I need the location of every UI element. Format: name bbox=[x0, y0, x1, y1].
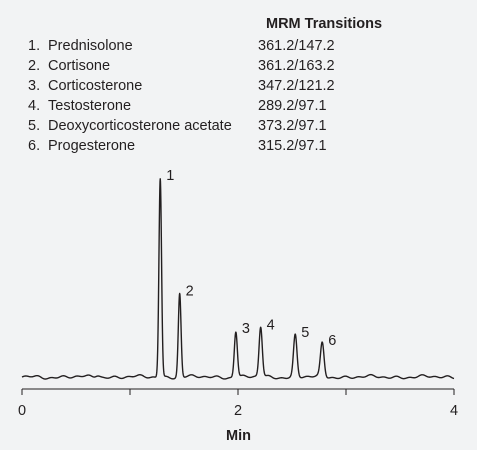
peak-label: 6 bbox=[328, 333, 336, 349]
chromatogram-trace bbox=[21, 178, 455, 380]
legend-mrm: 289.2/97.1 bbox=[258, 98, 327, 114]
peak-label: 3 bbox=[242, 321, 250, 337]
legend-row-4: 4. Testosterone 289.2/97.1 bbox=[28, 96, 448, 116]
x-tick-label: 2 bbox=[234, 403, 242, 419]
legend-compound: Cortisone bbox=[48, 58, 111, 74]
legend-row-5: 5. Deoxycorticosterone acetate 373.2/97.… bbox=[28, 116, 448, 136]
legend-mrm: 315.2/97.1 bbox=[258, 138, 327, 154]
legend-compound: Progesterone bbox=[48, 138, 136, 154]
legend-header: MRM Transitions bbox=[266, 16, 383, 32]
legend-number: 1. bbox=[28, 38, 41, 54]
legend-row-2: 2. Cortisone 361.2/163.2 bbox=[28, 56, 448, 76]
peak-label: 2 bbox=[186, 283, 194, 299]
legend-compound: Prednisolone bbox=[48, 38, 133, 54]
legend-compound: Corticosterone bbox=[48, 78, 143, 94]
x-tick-label: 4 bbox=[450, 403, 458, 419]
legend-row-6: 6. Progesterone 315.2/97.1 bbox=[28, 136, 448, 156]
legend-mrm: 361.2/163.2 bbox=[258, 58, 335, 74]
legend-compound: Deoxycorticosterone acetate bbox=[48, 118, 232, 134]
legend-mrm: 373.2/97.1 bbox=[258, 118, 327, 134]
legend-compound: Testosterone bbox=[48, 98, 132, 114]
legend: MRM Transitions 1. Prednisolone 361.2/14… bbox=[0, 0, 477, 160]
legend-row-1: 1. Prednisolone 361.2/147.2 bbox=[28, 36, 448, 56]
legend-mrm: 347.2/121.2 bbox=[258, 78, 335, 94]
legend-mrm: 361.2/147.2 bbox=[258, 38, 335, 54]
legend-number: 3. bbox=[28, 78, 41, 94]
peak-label: 4 bbox=[267, 317, 275, 333]
x-axis-label: Min bbox=[226, 428, 251, 444]
legend-number: 5. bbox=[28, 118, 41, 134]
legend-number: 4. bbox=[28, 98, 41, 114]
peak-label: 5 bbox=[301, 325, 309, 341]
x-tick-label: 0 bbox=[18, 403, 26, 419]
legend-number: 2. bbox=[28, 58, 41, 74]
legend-number: 6. bbox=[28, 138, 41, 154]
peak-label: 1 bbox=[166, 168, 174, 184]
legend-row-3: 3. Corticosterone 347.2/121.2 bbox=[28, 76, 448, 96]
